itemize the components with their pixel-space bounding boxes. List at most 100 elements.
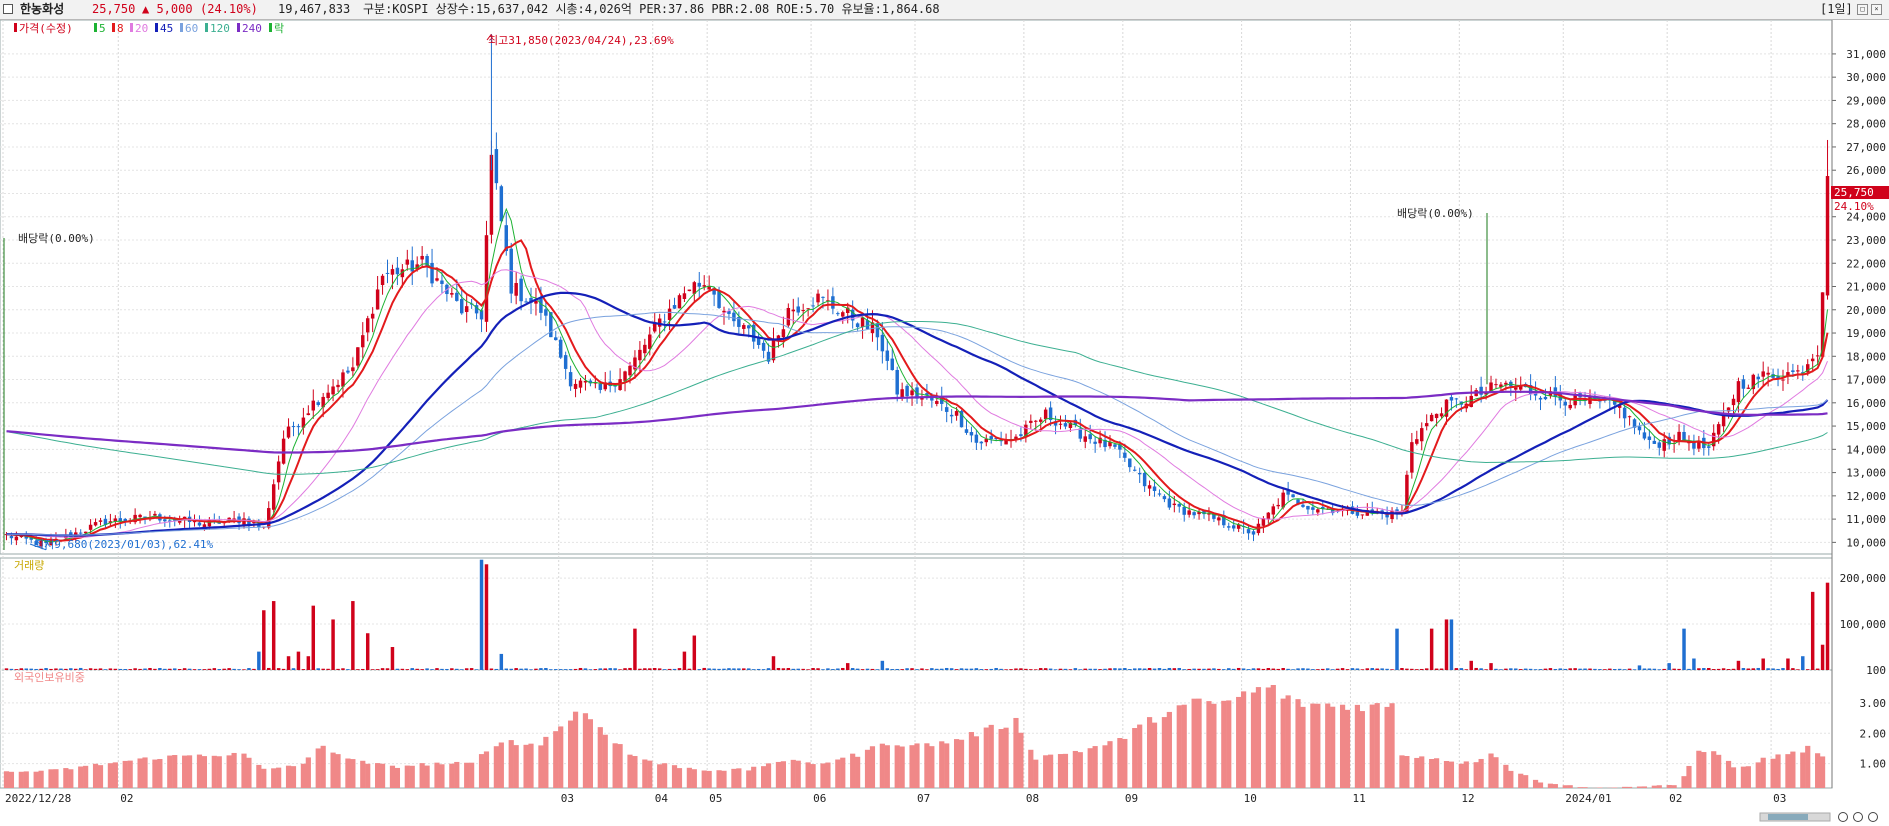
foreign-bar — [864, 749, 871, 788]
foreign-bar — [642, 759, 648, 788]
candle-body — [1771, 374, 1775, 378]
foreign-tick-label: 2.00 — [1860, 727, 1887, 740]
zoom-in-icon[interactable] — [1853, 812, 1863, 822]
zoom-out-icon[interactable] — [1838, 812, 1848, 822]
volume-bar — [430, 669, 434, 670]
foreign-bar — [1132, 728, 1138, 788]
volume-bar — [1192, 668, 1196, 670]
foreign-bar — [1196, 698, 1202, 788]
volume-bar — [1128, 669, 1132, 670]
close-icon[interactable]: × — [1871, 4, 1882, 15]
candle-body — [667, 308, 672, 320]
ex-dividend-annotation-2: 배당락(0.00%) — [1397, 207, 1474, 220]
legend-item-20: 20 — [135, 22, 148, 35]
period-selector[interactable]: [1일] — [1820, 2, 1853, 16]
volume-bar — [534, 668, 538, 670]
foreign-bar — [1255, 687, 1262, 788]
foreign-bar — [439, 764, 445, 788]
volume-bar — [1479, 668, 1483, 670]
candle-body — [1538, 397, 1543, 400]
volume-bar — [737, 668, 741, 670]
foreign-bar — [840, 757, 846, 788]
volume-bar — [915, 669, 919, 670]
stock-chart[interactable]: 2022/12/28 02 03 04 05 06 07 08 09 10 11 12 2024/01 0… — [0, 20, 1889, 826]
foreign-bar — [1325, 703, 1331, 788]
volume-bar — [1281, 668, 1285, 670]
volume-bar — [1108, 668, 1112, 670]
volume-bar — [1801, 656, 1805, 670]
volume-bar — [1568, 668, 1572, 670]
foreign-bar — [582, 713, 589, 788]
volume-bar — [900, 669, 904, 670]
volume-bar — [311, 605, 316, 670]
foreign-bar — [142, 757, 148, 788]
candle-body — [860, 317, 865, 327]
foreign-bar — [1250, 692, 1257, 788]
volume-bar — [1711, 669, 1716, 670]
candle-body — [1697, 440, 1701, 449]
candle-body — [697, 282, 701, 287]
foreign-bar — [68, 769, 74, 788]
foreign-bar — [1651, 785, 1657, 788]
volume-bar — [1608, 668, 1612, 670]
x-tick-label: 2024/01 — [1565, 792, 1611, 805]
candle-body — [994, 438, 998, 440]
foreign-bar — [929, 746, 935, 788]
foreign-bar — [1241, 691, 1247, 788]
foreign-bar — [1537, 782, 1544, 788]
foreign-bar — [201, 756, 208, 788]
volume-bar — [994, 667, 998, 670]
volume-bar — [1301, 668, 1305, 670]
foreign-bar — [1087, 748, 1093, 788]
volume-bar — [1261, 668, 1266, 670]
candle-body — [1622, 407, 1627, 419]
foreign-bar — [1359, 711, 1365, 788]
candle-body — [365, 318, 370, 333]
maximize-icon[interactable]: □ — [1857, 4, 1868, 15]
candle-body — [88, 524, 93, 530]
select-checkbox[interactable] — [3, 4, 13, 14]
candle-body — [1657, 442, 1662, 448]
volume-bar — [707, 668, 711, 670]
volume-bar — [484, 564, 489, 670]
volume-bar — [504, 668, 509, 670]
candle-body — [1801, 372, 1805, 374]
volume-bar — [618, 669, 622, 670]
volume-bar — [1716, 668, 1721, 670]
volume-bar — [910, 668, 914, 670]
volume-bar — [568, 669, 573, 670]
candle-body — [756, 337, 761, 345]
candle-body — [1415, 439, 1419, 444]
price-tick-label: 20,000 — [1846, 304, 1886, 317]
foreign-bar — [122, 760, 128, 788]
axes: 2022/12/28 02 03 04 05 06 07 08 09 10 11 12 2024/01 0… — [5, 20, 1886, 805]
candle-body — [1781, 379, 1785, 381]
candle-body — [118, 518, 123, 522]
volume-bar — [583, 668, 588, 670]
candle-body — [563, 355, 568, 369]
x-tick-label: 02 — [1669, 792, 1682, 805]
volume-bar — [549, 669, 553, 670]
volume-bar — [954, 669, 959, 670]
scrollbar-thumb[interactable] — [1768, 814, 1808, 820]
candle-body — [489, 154, 494, 235]
zoom-reset-icon[interactable] — [1868, 812, 1878, 822]
volume-bar — [1009, 669, 1013, 670]
volume-bar — [207, 668, 212, 670]
candle-body — [1518, 386, 1523, 390]
foreign-bar — [246, 757, 252, 788]
volume-bar — [905, 668, 909, 670]
foreign-bar — [1122, 738, 1128, 788]
volume-bar — [464, 668, 469, 670]
candle-body — [544, 309, 548, 316]
volume-bar — [281, 668, 286, 670]
volume-bar — [306, 656, 311, 670]
bottom-scrollbar[interactable] — [1759, 812, 1878, 822]
foreign-bar — [1800, 752, 1806, 788]
foreign-bar — [112, 762, 118, 788]
ma-8-line — [6, 239, 1829, 542]
volume-bar — [1810, 591, 1815, 670]
foreign-bar — [1013, 717, 1019, 788]
volume-bar — [440, 668, 444, 670]
volume-bar — [1444, 619, 1449, 670]
